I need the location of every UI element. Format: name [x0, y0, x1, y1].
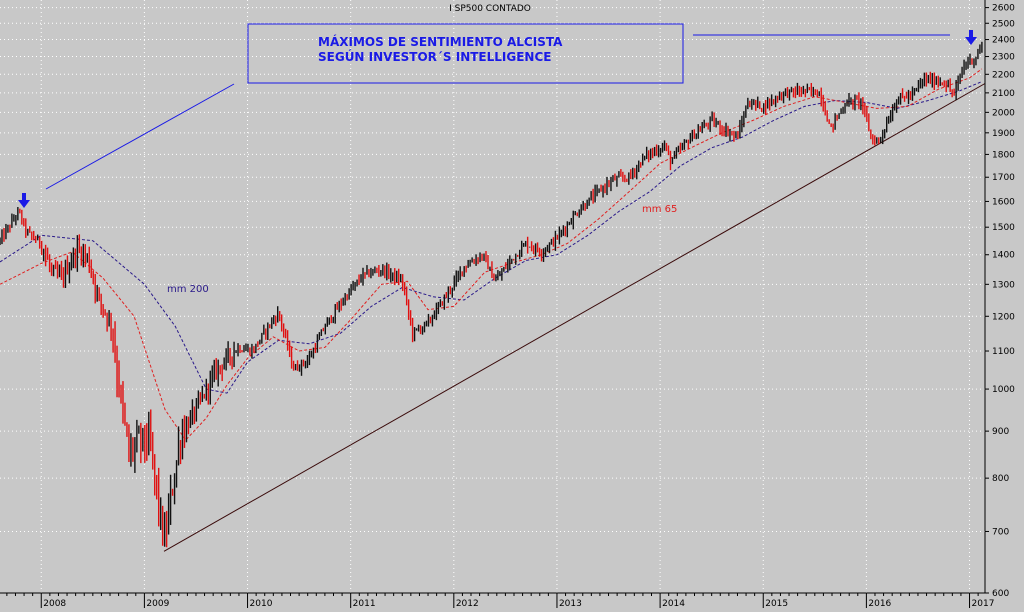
x-tick-label: 2017: [972, 599, 995, 608]
y-tick-label: 1300: [992, 280, 1015, 290]
y-tick-label: 1000: [992, 385, 1015, 395]
y-tick-label: 2100: [992, 89, 1015, 99]
y-tick-label: 1500: [992, 223, 1015, 233]
y-tick-label: 1600: [992, 197, 1015, 207]
y-tick-label: 1900: [992, 129, 1015, 139]
grid: [0, 0, 985, 594]
plot-background: [0, 0, 985, 593]
x-tick-label: 2009: [146, 599, 169, 608]
mm200-line: [0, 81, 983, 394]
y-axis-ticks: 600 700 800 900 1000 1100 1200 1300 1400 1500 1600…: [985, 4, 1015, 599]
x-tick-label: 2012: [456, 599, 479, 608]
series-label-mm200: mm 200: [167, 284, 209, 295]
y-tick-label: 1700: [992, 173, 1015, 183]
y-tick-label: 800: [992, 474, 1009, 484]
x-tick-label: 2008: [43, 599, 66, 608]
support-trendline: [163, 83, 986, 552]
y-tick-label: 2200: [992, 70, 1015, 80]
y-tick-label: 1200: [992, 312, 1015, 322]
x-tick-label: 2016: [868, 599, 891, 608]
candles: [0, 41, 983, 548]
y-tick-label: 1100: [992, 347, 1015, 357]
y-tick-label: 900: [992, 427, 1009, 437]
y-tick-label: 2400: [992, 36, 1015, 46]
y-tick-label: 2600: [992, 4, 1015, 14]
annotation-connector-left: [45, 83, 235, 190]
x-tick-label: 2014: [662, 599, 685, 608]
series-label-mm65: mm 65: [642, 204, 677, 215]
chart-title: I SP500 CONTADO: [449, 4, 531, 14]
x-tick-label: 2011: [353, 599, 376, 608]
annotation-box: [247, 23, 684, 84]
y-tick-label: 600: [992, 589, 1009, 599]
y-tick-label: 1800: [992, 150, 1015, 160]
annotation-line-1: MÁXIMOS DE SENTIMIENTO ALCISTA: [318, 34, 563, 49]
x-tick-label: 2010: [250, 599, 273, 608]
peak-arrow-2017: [965, 30, 977, 45]
annotation-line-2: SEGÚN INVESTOR´S INTELLIGENCE: [318, 49, 551, 64]
y-tick-label: 1400: [992, 251, 1015, 261]
y-tick-label: 700: [992, 527, 1009, 537]
x-tick-label: 2013: [559, 599, 582, 608]
y-tick-label: 2300: [992, 53, 1015, 63]
peak-arrow-2007: [18, 193, 30, 208]
x-tick-label: 2015: [765, 599, 788, 608]
y-tick-label: 2000: [992, 108, 1015, 118]
y-axis-panel: [985, 0, 1024, 608]
y-tick-label: 2500: [992, 19, 1015, 29]
x-axis-ticks: 2008 2009 2010 2011 2012 2013 2014 2015 2016 2017: [6, 593, 995, 609]
